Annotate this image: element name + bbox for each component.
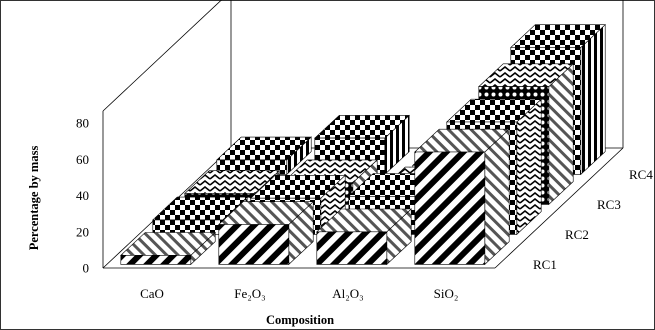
x-tick-label: Fe₂O₃: [234, 286, 265, 301]
bar-front-face: [218, 224, 290, 265]
bar-RC4-0: [216, 136, 312, 176]
floor-right-edge: [494, 147, 624, 269]
x-axis-title: Composition: [266, 313, 334, 327]
bar-RC1-3: [414, 128, 510, 266]
bar-side-face: [580, 24, 606, 176]
y-tick-label: 0: [83, 261, 90, 276]
bar-RC1-1: [218, 201, 314, 266]
bar-RC1-2: [316, 208, 412, 266]
y-axis: 0 20 40 60 80: [76, 116, 89, 276]
x-tick-label: SiO₂: [434, 286, 459, 301]
bar-front-face: [120, 255, 192, 265]
y-tick-label: 20: [76, 224, 89, 239]
bar-front-face: [316, 231, 388, 265]
series-label: RC4: [629, 167, 653, 182]
series-label: RC3: [597, 197, 621, 212]
bar-side-face: [516, 98, 542, 236]
bar-side-face: [548, 63, 574, 206]
y-tick-label: 60: [76, 152, 89, 167]
bar-side-face: [484, 128, 510, 266]
y-axis-title: Percentage by mass: [27, 146, 41, 251]
series-label: RC2: [565, 227, 589, 242]
x-tick-label: Al₂O₃: [332, 286, 363, 301]
y-tick-label: 40: [76, 188, 89, 203]
series-label: RC1: [533, 257, 557, 272]
y-tick-label: 80: [76, 116, 89, 131]
depth-axis: RC1 RC2 RC3 RC4: [533, 167, 653, 272]
x-axis: CaO Fe₂O₃ Al₂O₃ SiO₂: [140, 286, 458, 301]
bar-front-face: [414, 151, 486, 265]
bar-RC1-0: [120, 231, 216, 266]
bars: [120, 24, 606, 266]
x-tick-label: CaO: [140, 286, 164, 301]
left-wall-top-edge: [102, 0, 222, 112]
